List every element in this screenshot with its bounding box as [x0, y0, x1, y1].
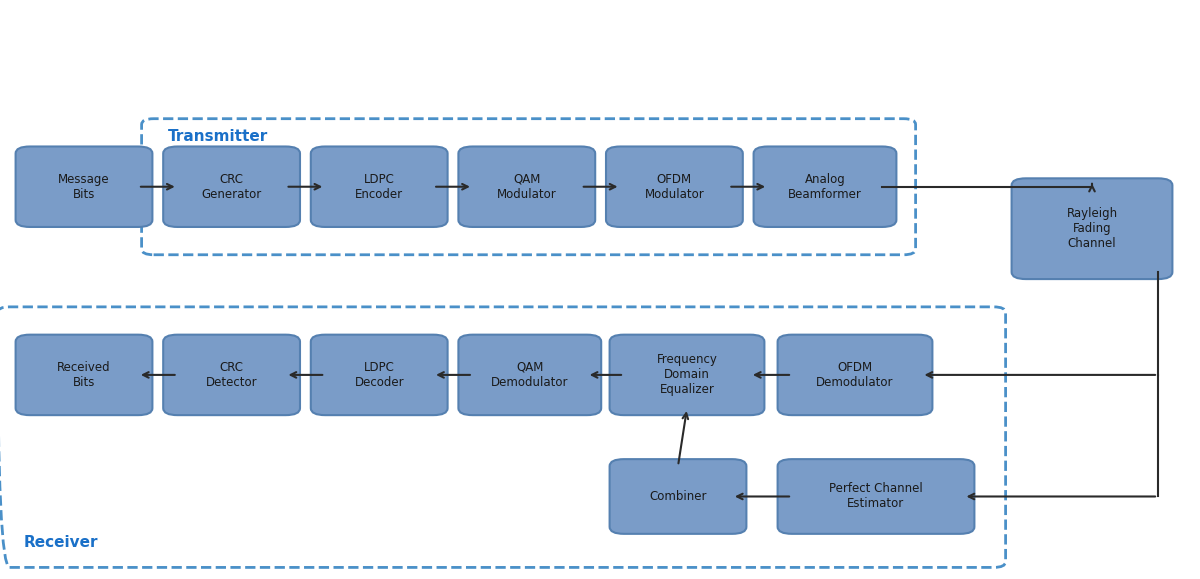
Text: Message
Bits: Message Bits	[58, 173, 110, 201]
FancyBboxPatch shape	[778, 459, 974, 534]
FancyBboxPatch shape	[16, 146, 152, 227]
Text: OFDM
Modulator: OFDM Modulator	[644, 173, 704, 201]
FancyBboxPatch shape	[606, 146, 743, 227]
FancyBboxPatch shape	[754, 146, 896, 227]
FancyBboxPatch shape	[163, 146, 300, 227]
FancyBboxPatch shape	[778, 335, 932, 415]
Text: QAM
Demodulator: QAM Demodulator	[491, 361, 569, 389]
Text: Receiver: Receiver	[24, 535, 98, 550]
FancyBboxPatch shape	[458, 146, 595, 227]
Text: Transmitter: Transmitter	[168, 129, 269, 144]
Text: LDPC
Decoder: LDPC Decoder	[354, 361, 404, 389]
Text: CRC
Detector: CRC Detector	[205, 361, 258, 389]
Text: Perfect Channel
Estimator: Perfect Channel Estimator	[829, 482, 923, 511]
FancyBboxPatch shape	[610, 335, 764, 415]
Text: QAM
Modulator: QAM Modulator	[497, 173, 557, 201]
Text: Analog
Beamformer: Analog Beamformer	[788, 173, 862, 201]
FancyBboxPatch shape	[1012, 178, 1172, 279]
FancyBboxPatch shape	[458, 335, 601, 415]
Text: Received
Bits: Received Bits	[58, 361, 110, 389]
Text: Frequency
Domain
Equalizer: Frequency Domain Equalizer	[656, 353, 718, 397]
Text: LDPC
Encoder: LDPC Encoder	[355, 173, 403, 201]
Text: Combiner: Combiner	[649, 490, 707, 503]
Text: Rayleigh
Fading
Channel: Rayleigh Fading Channel	[1067, 207, 1117, 250]
FancyBboxPatch shape	[311, 335, 448, 415]
FancyBboxPatch shape	[163, 335, 300, 415]
FancyBboxPatch shape	[311, 146, 448, 227]
Text: CRC
Generator: CRC Generator	[202, 173, 262, 201]
FancyBboxPatch shape	[610, 459, 746, 534]
FancyBboxPatch shape	[16, 335, 152, 415]
Text: OFDM
Demodulator: OFDM Demodulator	[816, 361, 894, 389]
